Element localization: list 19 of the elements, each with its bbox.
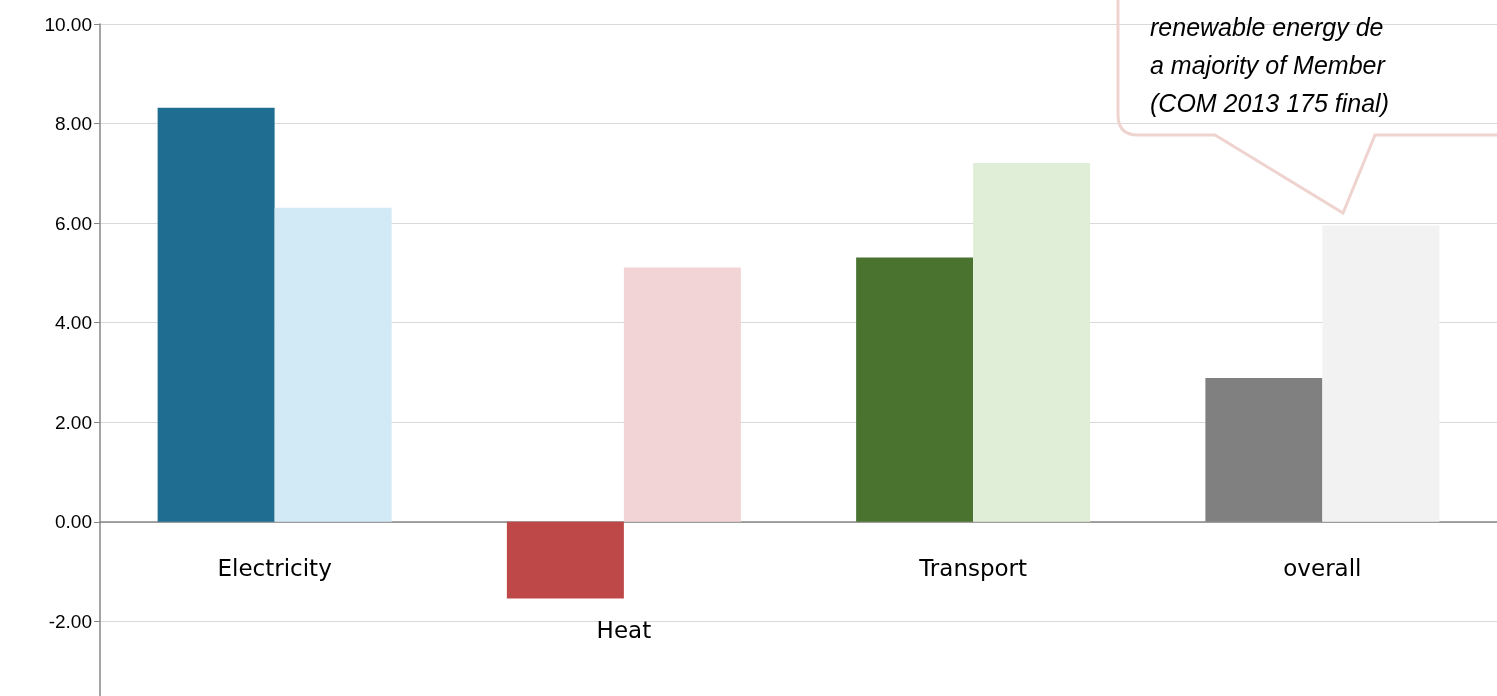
annotation: renewable energy de a majority of Member (COM 2013 175 final) bbox=[1150, 13, 1390, 117]
y-tick-label: -2.00 bbox=[48, 610, 92, 632]
bar bbox=[1322, 225, 1440, 522]
bar bbox=[856, 257, 974, 522]
bar bbox=[506, 521, 624, 599]
y-tick-label: 4.00 bbox=[55, 312, 92, 334]
x-tick-label: overall bbox=[1283, 554, 1362, 581]
x-tick-label: Heat bbox=[596, 616, 652, 643]
x-tick-label: Transport bbox=[918, 554, 1028, 581]
y-tick-label: 6.00 bbox=[55, 212, 92, 234]
y-tick-label: 10.00 bbox=[44, 13, 92, 35]
y-tick-label: 8.00 bbox=[55, 113, 92, 135]
bar bbox=[973, 162, 1091, 522]
bar bbox=[157, 107, 275, 522]
bar bbox=[623, 267, 741, 522]
x-tick-label: Electricity bbox=[217, 554, 332, 581]
bar bbox=[274, 207, 392, 522]
y-tick-label: 2.00 bbox=[55, 411, 92, 433]
y-tick-label: 0.00 bbox=[55, 511, 92, 533]
